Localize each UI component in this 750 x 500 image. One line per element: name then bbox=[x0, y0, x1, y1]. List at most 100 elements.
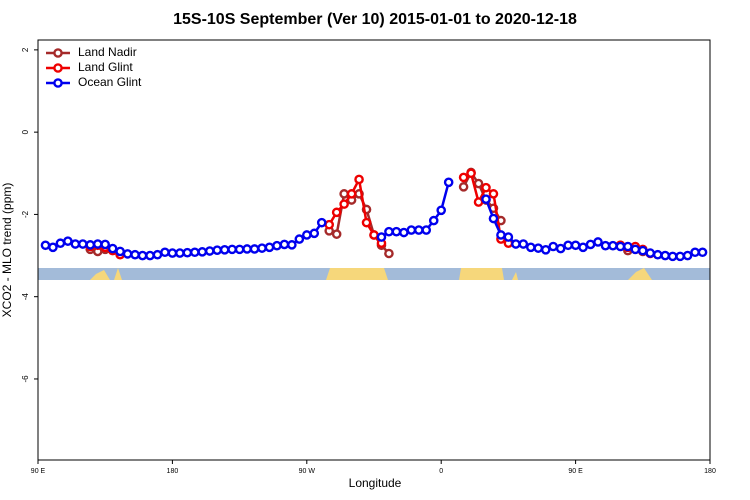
point bbox=[413, 225, 424, 235]
point bbox=[212, 245, 222, 256]
point bbox=[234, 244, 245, 255]
point bbox=[301, 230, 312, 240]
land-ocean-strip bbox=[38, 268, 710, 280]
point bbox=[652, 249, 663, 260]
point bbox=[473, 197, 484, 207]
y-tick-label: 2 bbox=[21, 47, 30, 52]
point bbox=[197, 247, 208, 257]
land-strip bbox=[512, 272, 518, 280]
point bbox=[369, 230, 379, 240]
legend-label: Land Glint bbox=[78, 60, 133, 74]
point bbox=[331, 207, 342, 218]
point bbox=[339, 199, 349, 209]
point bbox=[316, 217, 327, 228]
point bbox=[324, 219, 335, 230]
point bbox=[638, 245, 648, 256]
point bbox=[63, 236, 73, 246]
point bbox=[563, 240, 573, 251]
point bbox=[473, 178, 484, 189]
point bbox=[122, 249, 133, 259]
point bbox=[570, 240, 581, 251]
point bbox=[391, 226, 402, 237]
point bbox=[189, 247, 200, 258]
point bbox=[384, 226, 394, 237]
y-tick-label: 0 bbox=[21, 129, 30, 134]
point bbox=[279, 239, 290, 250]
point bbox=[548, 241, 559, 252]
x-tick-label: 90 E bbox=[31, 468, 46, 475]
point bbox=[264, 242, 275, 253]
point bbox=[257, 243, 267, 253]
point bbox=[443, 177, 454, 188]
plot-frame bbox=[37, 39, 711, 461]
point bbox=[593, 237, 603, 247]
point bbox=[100, 239, 110, 250]
x-tick-label: 90 W bbox=[299, 468, 316, 475]
point bbox=[376, 232, 387, 242]
chart-title: 15S-10S September (Ver 10) 2015-01-01 to… bbox=[173, 11, 577, 28]
point bbox=[675, 251, 685, 262]
point bbox=[458, 182, 469, 192]
land-strip bbox=[628, 268, 652, 280]
point bbox=[346, 189, 357, 199]
point bbox=[219, 244, 230, 255]
point bbox=[107, 243, 118, 254]
legend-label: Land Nadir bbox=[78, 45, 137, 59]
point bbox=[55, 238, 66, 249]
point bbox=[331, 229, 342, 239]
point bbox=[227, 244, 237, 255]
point bbox=[115, 246, 125, 257]
point bbox=[272, 240, 282, 251]
legend-marker bbox=[53, 63, 63, 73]
land-strip bbox=[114, 268, 122, 280]
point bbox=[428, 215, 439, 226]
point bbox=[242, 244, 252, 254]
point bbox=[167, 248, 178, 258]
point bbox=[160, 247, 170, 258]
point bbox=[488, 213, 499, 224]
y-tick-label: -2 bbox=[21, 210, 30, 218]
point bbox=[466, 168, 476, 179]
point bbox=[421, 225, 432, 235]
point bbox=[682, 250, 693, 261]
point bbox=[458, 172, 469, 183]
y-tick-label: -6 bbox=[21, 375, 30, 383]
point bbox=[361, 217, 372, 228]
point bbox=[294, 234, 305, 244]
point bbox=[585, 239, 596, 250]
point bbox=[137, 250, 148, 261]
point bbox=[615, 241, 626, 252]
point bbox=[578, 242, 588, 253]
point bbox=[406, 225, 417, 235]
point bbox=[339, 189, 349, 199]
point bbox=[384, 248, 394, 259]
land-strip bbox=[326, 268, 388, 280]
legend-label: Ocean Glint bbox=[78, 75, 142, 89]
point bbox=[645, 248, 656, 258]
land-strip bbox=[459, 268, 504, 280]
land-strip bbox=[90, 270, 110, 280]
point bbox=[511, 239, 521, 249]
x-axis-label: Longitude bbox=[349, 476, 402, 490]
point bbox=[145, 250, 155, 261]
x-tick-label: 90 E bbox=[568, 468, 583, 475]
legend-marker bbox=[53, 78, 63, 88]
point bbox=[70, 239, 81, 249]
point bbox=[354, 174, 364, 185]
point bbox=[249, 244, 260, 254]
point bbox=[92, 239, 103, 249]
point bbox=[540, 244, 551, 255]
series bbox=[40, 177, 708, 262]
point bbox=[690, 247, 700, 258]
point bbox=[697, 247, 708, 258]
point bbox=[399, 227, 409, 238]
point bbox=[78, 239, 88, 249]
point bbox=[481, 182, 491, 193]
point bbox=[555, 243, 566, 254]
x-tick-label: 180 bbox=[704, 468, 716, 475]
point bbox=[660, 250, 671, 261]
point bbox=[503, 232, 514, 242]
point bbox=[204, 246, 215, 256]
